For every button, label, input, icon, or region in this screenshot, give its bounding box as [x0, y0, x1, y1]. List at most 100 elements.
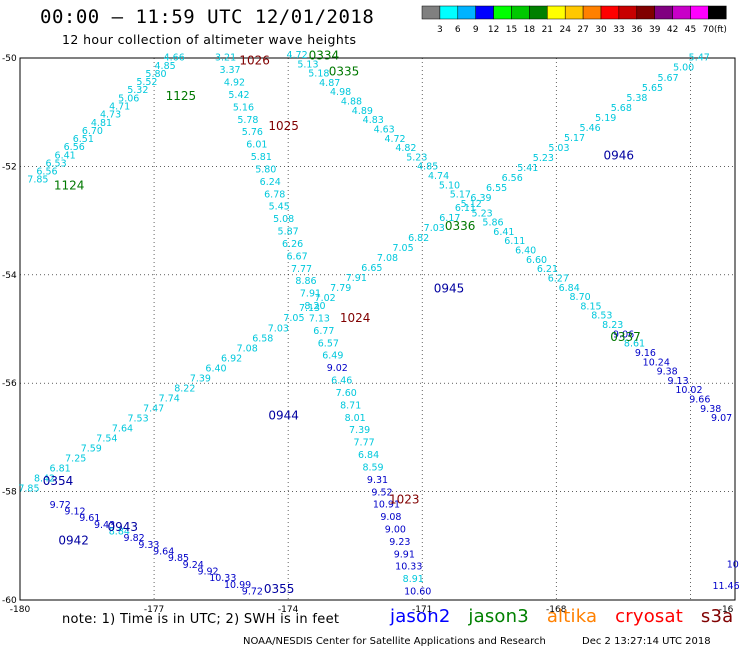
wave-height-value: 6.49: [322, 351, 343, 362]
wave-height-value: 3.37: [219, 65, 240, 76]
pass-time-label[interactable]: 0943: [108, 520, 139, 534]
wave-height-value: 7.91: [300, 289, 321, 300]
chart-title: 00:00 – 11:59 UTC 12/01/2018: [40, 6, 375, 28]
wave-height-value: 8.20: [304, 301, 325, 312]
wave-height-value: 9.33: [138, 540, 159, 551]
y-tick-label: -54: [2, 271, 17, 281]
pass-time-label[interactable]: 0942: [58, 533, 89, 547]
mission-cryosat: cryosat: [615, 606, 683, 627]
pass-time-label[interactable]: 1025: [268, 119, 299, 133]
wave-height-value: 6.78: [264, 189, 285, 200]
wave-height-value: 6.26: [282, 239, 303, 250]
wave-height-value: 5.03: [548, 143, 569, 154]
wave-height-value: 9.23: [389, 537, 410, 548]
wave-height-value: 4.66: [164, 53, 185, 64]
wave-height-value: 4.85: [417, 162, 438, 173]
wave-height-value: 6.41: [55, 150, 76, 161]
wave-height-value: 8.53: [591, 311, 612, 322]
wave-height-value: 6.67: [286, 251, 307, 262]
wave-height-value: 4.63: [374, 124, 395, 135]
wave-height-value: 9.06: [613, 329, 634, 340]
pass-time-label[interactable]: 1124: [54, 178, 85, 192]
wave-height-value: 9.07: [711, 413, 732, 424]
pass-time-label[interactable]: 0944: [268, 409, 299, 423]
wave-height-value: 8.15: [580, 301, 601, 312]
wave-height-value: 5.80: [145, 69, 166, 80]
pass-time-label[interactable]: 0354: [43, 474, 74, 488]
wave-height-value: 6.81: [50, 464, 71, 475]
wave-height-value: 9.72: [242, 587, 263, 598]
x-tick-label: -180: [10, 605, 31, 615]
wave-height-value: 6.40: [515, 246, 536, 257]
wave-height-value: 4.71: [109, 101, 130, 112]
pass-time-label[interactable]: 0337: [610, 330, 641, 344]
wave-height-value: 5.47: [689, 53, 710, 64]
wave-height-value: 6.21: [537, 264, 558, 275]
y-tick-label: -58: [2, 488, 17, 498]
wave-height-value: 10.91: [373, 500, 400, 511]
wave-height-value: 5.23: [533, 153, 554, 164]
pass-time-label[interactable]: 1023: [389, 493, 420, 507]
wave-height-value: 6.58: [252, 333, 273, 344]
wave-height-value: 7.08: [377, 253, 398, 264]
pass-time-label[interactable]: 0946: [604, 149, 635, 163]
wave-height-value: 7.64: [112, 423, 133, 434]
wave-height-value: 6.60: [526, 255, 547, 266]
wave-height-value: 4.88: [341, 97, 362, 108]
color-scale-label: 36: [631, 25, 643, 35]
wave-height-value: 9.52: [371, 487, 392, 498]
color-scale-label: 42: [667, 25, 678, 35]
pass-time-label[interactable]: 0945: [434, 281, 465, 295]
color-scale-label: 39: [649, 25, 661, 35]
pass-time-label[interactable]: 0355: [264, 582, 295, 596]
wave-height-value: 5.08: [273, 214, 294, 225]
wave-height-value: 5.18: [308, 69, 329, 80]
pass-time-label[interactable]: 0336: [445, 219, 476, 233]
wave-height-value: 5.38: [626, 93, 647, 104]
wave-height-value: 7.54: [96, 433, 117, 444]
wave-height-value: 7.05: [283, 313, 304, 324]
wave-height-value: 8.22: [174, 383, 195, 394]
color-scale-label: 30: [595, 25, 607, 35]
wave-height-value: 9.91: [394, 549, 415, 560]
pass-time-label[interactable]: 0334: [309, 48, 340, 62]
wave-height-value: 4.83: [363, 115, 384, 126]
wave-height-value: 3.21: [215, 53, 236, 64]
pass-time-label[interactable]: 0335: [329, 65, 360, 79]
wave-height-value: 9.72: [50, 500, 71, 511]
wave-height-value: 5.81: [251, 152, 272, 163]
wave-height-value: 6.82: [408, 233, 429, 244]
wave-height-value: 6.24: [260, 177, 281, 188]
wave-height-value: 4.82: [395, 143, 416, 154]
wave-height-value: 9.92: [197, 567, 218, 578]
wave-height-value: 6.53: [45, 158, 66, 169]
pass-time-label[interactable]: 1125: [166, 89, 197, 103]
color-scale-label: 21: [542, 25, 553, 35]
mission-jason2: jason2: [390, 606, 451, 627]
wave-height-value: 4.87: [319, 78, 340, 89]
mission-legend: jason2 jason3 altika cryosat s3a: [390, 606, 740, 627]
wave-height-value: 8.86: [295, 276, 316, 287]
wave-height-value: 7.39: [190, 373, 211, 384]
wave-height-value: 7.74: [159, 393, 180, 404]
wave-height-value: 8.42: [34, 474, 55, 485]
mission-jason3: jason3: [468, 606, 529, 627]
wave-height-value: 4.89: [352, 106, 373, 117]
wave-height-value: 9.38: [700, 404, 721, 415]
wave-height-value: 4.74: [428, 171, 449, 182]
pass-time-label[interactable]: 1026: [239, 54, 270, 68]
wave-height-value: 4.85: [155, 61, 176, 72]
pass-time-label[interactable]: 1024: [340, 311, 371, 325]
color-scale-label: 70: [703, 25, 715, 35]
wave-height-value: 7.03: [268, 323, 289, 334]
wave-height-value: 7.25: [65, 454, 86, 465]
y-tick-label: -52: [2, 162, 17, 172]
wave-height-value: 10.33: [209, 573, 236, 584]
color-scale-label: 27: [577, 25, 588, 35]
wave-height-value: 6.56: [36, 167, 57, 178]
wave-height-value: 5.06: [118, 93, 139, 104]
wave-height-value: 8.01: [345, 413, 366, 424]
wave-height-value: 7.53: [127, 413, 148, 424]
wave-height-value: 10.60: [404, 587, 431, 598]
